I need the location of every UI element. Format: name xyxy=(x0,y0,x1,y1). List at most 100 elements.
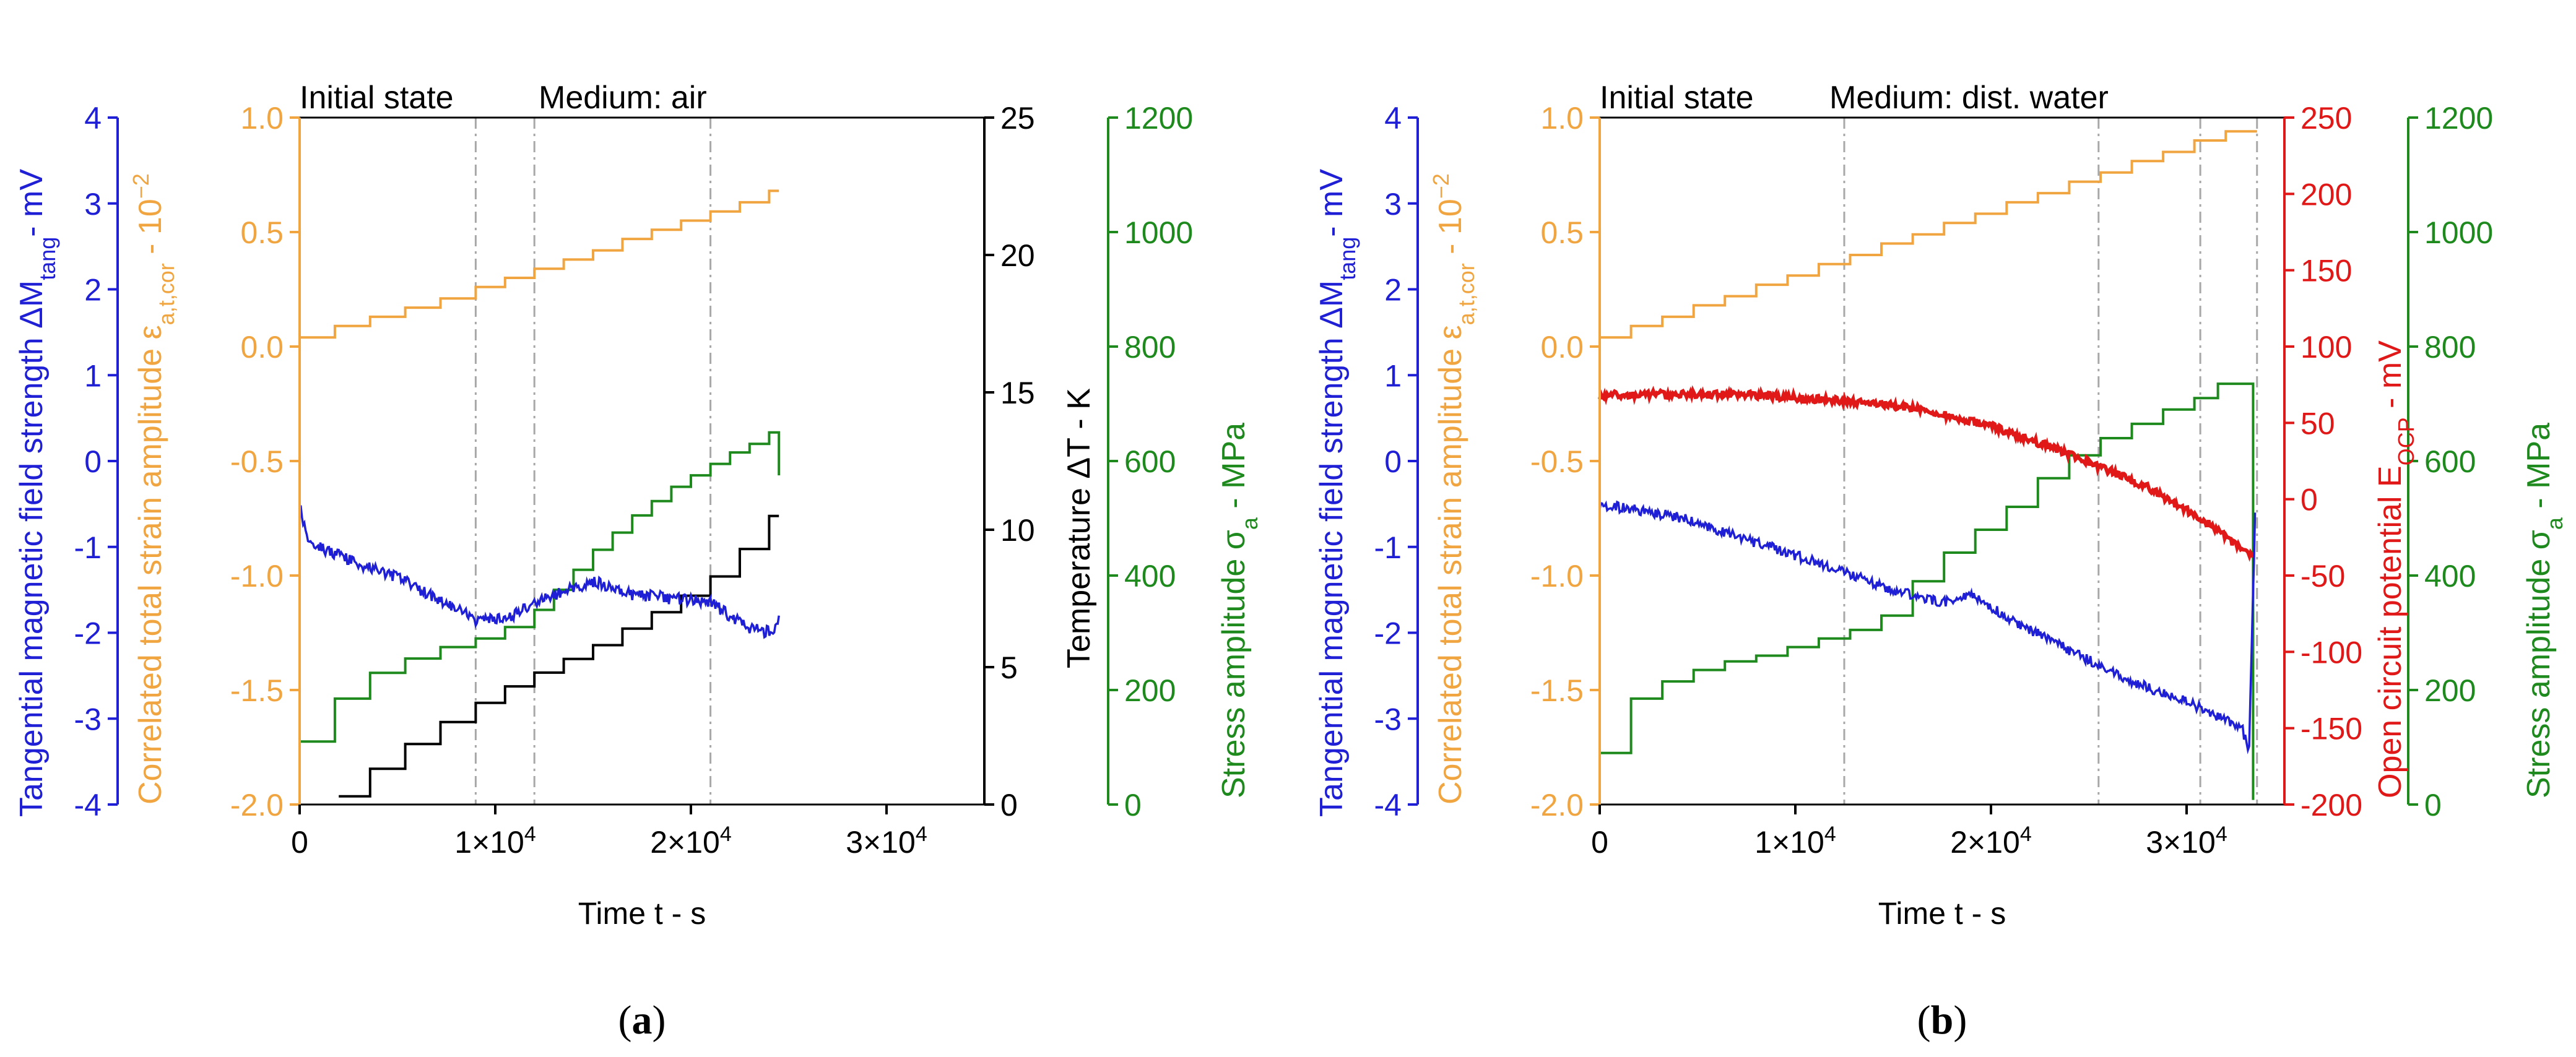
b-green-tick-label-4: 800 xyxy=(2424,330,2476,365)
a-x-tick-label-0: 0 xyxy=(291,825,308,860)
a-green-tick-label-4: 800 xyxy=(1124,330,1176,365)
b-y-title-potential-main: Open circuit potential E xyxy=(2372,465,2408,798)
a-header-state: Initial state xyxy=(300,80,454,116)
b-vertical-grid-lines xyxy=(1844,118,2257,805)
a-y-title-strain-sup: −2 xyxy=(128,173,154,199)
b-y-title-stress: Stress amplitude σa - MPa xyxy=(2521,423,2567,798)
a-orange-tick-label-1: -1.5 xyxy=(230,673,284,708)
b-red-tick-label-9: 250 xyxy=(2301,101,2352,136)
a-y-title-magnetic-tail: - mV xyxy=(14,169,50,237)
a-vertical-grid-lines xyxy=(475,118,710,805)
a-x-tick-label-3: 3×104 xyxy=(846,822,927,860)
b-y-title-potential: Open circuit potential EOCP - mV xyxy=(2372,340,2419,798)
a-plot-frame xyxy=(300,118,984,805)
b-y-title-magnetic-sub: tang xyxy=(1335,237,1360,280)
a-blue-tick-label-7: 3 xyxy=(84,187,102,222)
b-x-tick-label-0: 0 xyxy=(1591,825,1608,860)
b-x-axis-title: Time t - s xyxy=(1878,896,2006,931)
a-green-tick-label-6: 1200 xyxy=(1124,101,1193,136)
b-orange-tick-label-6: 1.0 xyxy=(1540,101,1584,136)
b-y-title-potential-tail: - mV xyxy=(2372,340,2408,418)
a-blue-tick-label-8: 4 xyxy=(84,101,102,136)
b-x-tick-label-3: 3×104 xyxy=(2146,822,2227,860)
a-axis-strain: -2.0-1.5-1.0-0.50.00.51.0 xyxy=(230,101,300,822)
b-blue-tick-label-0: -4 xyxy=(1374,788,1402,822)
a-caption-letter: a xyxy=(632,998,653,1043)
b-y-title-strain: Correlated total strain amplitude εa,t,c… xyxy=(1428,173,1479,805)
b-y-title-strain-sub: a,t,cor xyxy=(1454,263,1479,325)
a-blue-tick-label-6: 2 xyxy=(84,273,102,308)
b-green-tick-label-0: 0 xyxy=(2424,788,2442,822)
b-blue-tick-label-3: -1 xyxy=(1374,530,1402,565)
b-series-blue-line xyxy=(1600,502,2255,750)
a-x-axis-title: Time t - s xyxy=(578,896,706,931)
a-x-tick-label-1: 1×104 xyxy=(454,822,536,860)
a-y-title-strain-main: Correlated total strain amplitude ε xyxy=(132,325,168,805)
a-black-tick-label-4: 20 xyxy=(1000,238,1035,273)
a-blue-tick-label-0: -4 xyxy=(74,788,102,822)
a-blue-tick-label-5: 1 xyxy=(84,358,102,393)
b-orange-tick-label-4: 0.0 xyxy=(1540,330,1584,365)
a-black-tick-label-5: 25 xyxy=(1000,101,1035,136)
a-header-medium: Medium: air xyxy=(539,80,707,116)
a-y-title-strain-tail: - 10 xyxy=(132,199,168,263)
b-green-tick-label-6: 1200 xyxy=(2424,101,2493,136)
a-caption-open: ( xyxy=(618,998,632,1043)
b-y-title-magnetic-tail: - mV xyxy=(1314,169,1350,237)
b-axis-strain: -2.0-1.5-1.0-0.50.00.51.0 xyxy=(1530,101,1600,822)
a-series-orange-line xyxy=(300,191,779,337)
a-orange-tick-label-5: 0.5 xyxy=(240,215,284,250)
a-y-title-stress-tail: - MPa xyxy=(1216,423,1252,517)
a-orange-tick-label-4: 0.0 xyxy=(240,330,284,365)
a-green-tick-label-5: 1000 xyxy=(1124,215,1193,250)
b-x-tick-label-2: 2×104 xyxy=(1950,822,2032,860)
a-y-title-temperature: Temperature ΔT - K xyxy=(1061,388,1097,668)
a-black-tick-label-1: 5 xyxy=(1000,650,1018,685)
b-series-green-line xyxy=(1600,384,2253,800)
a-y-title-stress-sub: a xyxy=(1237,517,1262,530)
a-blue-tick-label-4: 0 xyxy=(84,444,102,479)
b-blue-tick-label-8: 4 xyxy=(1384,101,1402,136)
b-y-title-stress-sub: a xyxy=(2542,517,2567,530)
b-red-tick-label-5: 50 xyxy=(2301,406,2335,441)
a-blue-tick-label-1: -3 xyxy=(74,702,102,736)
a-black-tick-label-0: 0 xyxy=(1000,788,1018,822)
b-red-tick-label-2: -100 xyxy=(2301,635,2362,670)
a-black-tick-label-3: 15 xyxy=(1000,376,1035,410)
a-green-tick-label-2: 400 xyxy=(1124,559,1176,593)
b-red-tick-label-6: 100 xyxy=(2301,330,2352,365)
a-y-title-magnetic: Tangential magnetic field strength ΔMtan… xyxy=(14,169,60,817)
b-green-tick-label-2: 400 xyxy=(2424,559,2476,593)
a-green-tick-label-0: 0 xyxy=(1124,788,1142,822)
a-y-title-strain-sub: a,t,cor xyxy=(154,263,179,325)
a-caption-close: ) xyxy=(653,998,666,1043)
b-axis-time: 0 1×104 2×104 3×104 xyxy=(1591,805,2227,860)
a-orange-tick-label-3: -0.5 xyxy=(230,444,284,479)
a-y-title-magnetic-sub: tang xyxy=(35,237,60,280)
b-y-title-strain-main: Correlated total strain amplitude ε xyxy=(1433,325,1468,805)
b-series-layer xyxy=(1600,131,2257,800)
b-red-tick-label-7: 150 xyxy=(2301,254,2352,288)
b-x-tick-label-1: 1×104 xyxy=(1754,822,1836,860)
b-blue-tick-label-6: 2 xyxy=(1384,273,1402,308)
a-green-tick-label-3: 600 xyxy=(1124,444,1176,479)
b-series-red-line xyxy=(1600,390,2253,557)
b-orange-tick-label-3: -0.5 xyxy=(1530,444,1584,479)
a-orange-tick-label-6: 1.0 xyxy=(240,101,284,136)
b-caption: (b) xyxy=(1917,998,1967,1043)
b-caption-letter: b xyxy=(1931,998,1954,1043)
b-y-title-stress-tail: - MPa xyxy=(2521,423,2557,517)
a-series-layer xyxy=(300,191,779,796)
b-blue-tick-label-5: 1 xyxy=(1384,358,1402,393)
b-red-tick-label-3: -50 xyxy=(2301,559,2345,593)
a-series-blue-line xyxy=(300,506,779,637)
a-series-black-line xyxy=(339,516,779,796)
b-red-tick-label-8: 200 xyxy=(2301,177,2352,212)
b-y-title-magnetic-main: Tangential magnetic field strength ΔM xyxy=(1314,280,1350,817)
